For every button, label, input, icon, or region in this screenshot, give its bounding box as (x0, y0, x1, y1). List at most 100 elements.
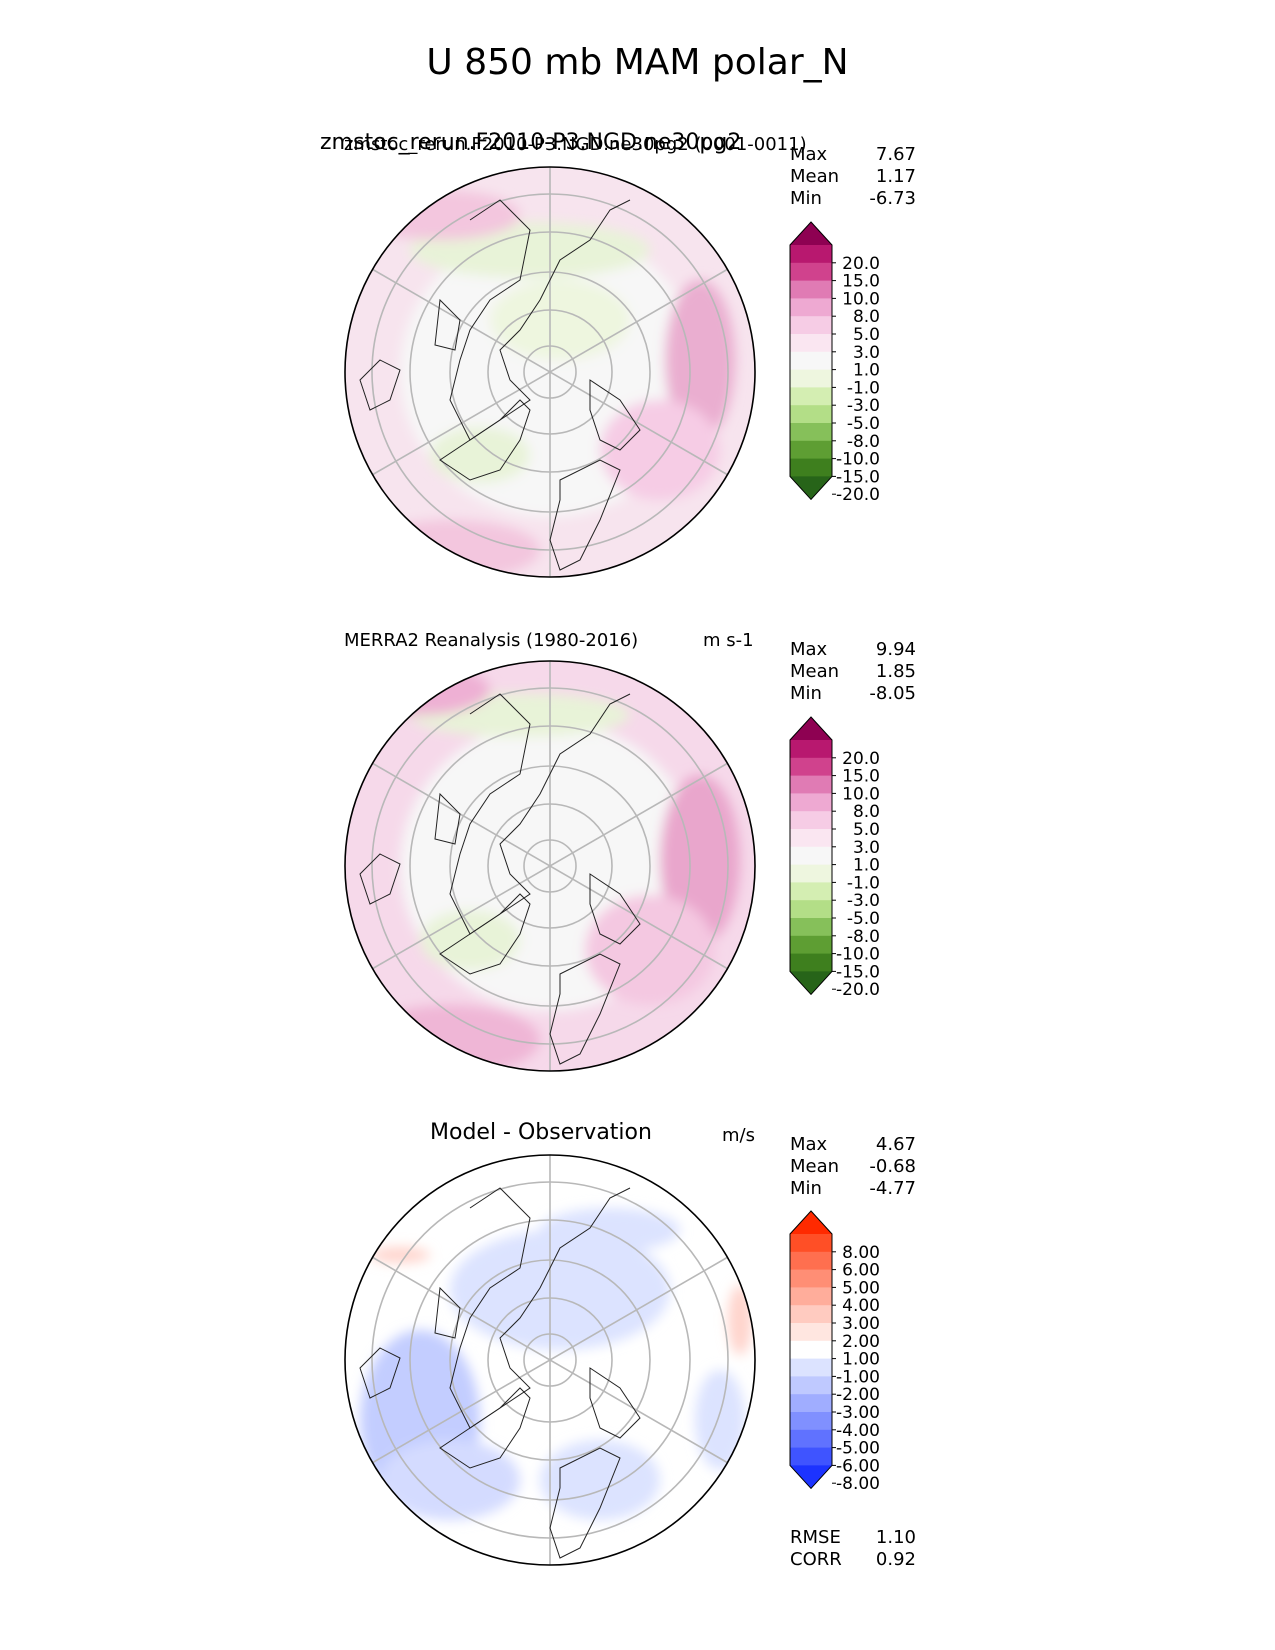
colorbar-extension-top (790, 222, 832, 245)
colorbar-band (790, 811, 832, 830)
colorbar-tick-label: -3.0 (847, 396, 880, 416)
colorbar-band (790, 280, 832, 299)
colorbar-band (790, 900, 832, 919)
colorbar-band (790, 245, 832, 264)
colorbar-tick-label: 8.0 (853, 307, 880, 327)
colorbar-tick-label: 5.00 (842, 1278, 880, 1298)
colorbar-band (790, 1447, 832, 1466)
panel2-colorbar: 20.015.010.08.05.03.01.0-1.0-3.0-5.0-8.0… (789, 716, 880, 1000)
panel2-unit: m s-1 (703, 630, 754, 651)
colorbar-extension-top (790, 1211, 832, 1234)
colorbar-tick-label: 20.0 (842, 254, 880, 274)
figure-title: U 850 mb MAM polar_N (426, 42, 849, 83)
colorbar-extension-top (790, 717, 832, 740)
panel2-map (344, 660, 756, 1072)
colorbar-band (790, 793, 832, 812)
colorbar-tick-label: 3.0 (853, 838, 880, 858)
colorbar-tick-label: 1.00 (842, 1350, 880, 1370)
colorbar-tick-label: -3.0 (847, 891, 880, 911)
colorbar-tick-label: -3.00 (836, 1403, 880, 1423)
colorbar-band (790, 1376, 832, 1395)
colorbar-band (790, 458, 832, 477)
colorbar-band (790, 1269, 832, 1288)
colorbar-band (790, 262, 832, 282)
colorbar-tick-label: -20.0 (836, 980, 880, 1000)
panel1-max-label: Max (790, 144, 828, 165)
panel3-min-label: Min (790, 1178, 822, 1199)
colorbar-band (790, 740, 832, 759)
colorbar-band (790, 935, 832, 955)
panel1-title-overlap: zmstoc_rerun.F2010-P3.NGD.ne30pg2 (0001-… (344, 134, 807, 155)
panel3-map (344, 1154, 756, 1566)
rmse-value: 1.10 (875, 1527, 916, 1548)
colorbar-band (790, 405, 832, 424)
panel2-max-value: 9.94 (875, 639, 916, 660)
colorbar-tick-label: 10.0 (842, 289, 880, 309)
colorbar-tick-label: -15.0 (836, 962, 880, 982)
colorbar-tick-label: -8.0 (847, 927, 880, 947)
panel1-max-value: 7.67 (875, 144, 916, 165)
colorbar-tick-label: 15.0 (842, 767, 880, 787)
colorbar-band (790, 829, 832, 848)
colorbar-band (790, 846, 832, 866)
colorbar-tick-label: -10.0 (836, 450, 880, 470)
colorbar-tick-label: 6.00 (842, 1261, 880, 1281)
colorbar-band (790, 1429, 832, 1449)
panel2-min-label: Min (790, 683, 822, 704)
colorbar-band (790, 864, 832, 883)
colorbar-outline (789, 221, 833, 501)
panel3-mean-label: Mean (790, 1156, 840, 1177)
colorbar-tick-label: -15.0 (836, 467, 880, 487)
colorbar-band (790, 351, 832, 371)
panel2-min-value: -8.05 (869, 683, 916, 704)
colorbar-extension-bottom (790, 476, 832, 500)
panel1-title: zmstoc_rerun.F2010-P3.NGD.ne30pg2 (320, 130, 742, 155)
panel2-title: MERRA2 Reanalysis (1980-2016) (344, 630, 639, 651)
colorbar-tick-label: -4.00 (836, 1421, 880, 1441)
colorbar-band (790, 387, 832, 406)
colorbar-band (790, 1394, 832, 1413)
colorbar-tick-label: 20.0 (842, 749, 880, 769)
colorbar-tick-label: 5.0 (853, 820, 880, 840)
colorbar-tick-label: -20.0 (836, 485, 880, 505)
colorbar-band (790, 1358, 832, 1377)
colorbar-outline (789, 716, 833, 996)
colorbar-tick-label: 1.0 (853, 361, 880, 381)
colorbar-tick-label: 8.00 (842, 1243, 880, 1263)
colorbar-tick-label: -10.0 (836, 945, 880, 965)
panel1-map (344, 166, 756, 578)
colorbar-tick-label: 5.0 (853, 325, 880, 345)
panel1-colorbar: 20.015.010.08.05.03.01.0-1.0-3.0-5.0-8.0… (789, 221, 880, 505)
colorbar-tick-label: -5.0 (847, 414, 880, 434)
colorbar-band (790, 1234, 832, 1253)
colorbar-band (790, 1340, 832, 1360)
colorbar-tick-label: -8.0 (847, 432, 880, 452)
colorbar-tick-label: 1.0 (853, 856, 880, 876)
panel2-max-label: Max (790, 639, 828, 660)
colorbar-band (790, 757, 832, 777)
colorbar-band (790, 369, 832, 388)
colorbar-extension-bottom (790, 1465, 832, 1489)
colorbar-band (790, 316, 832, 335)
colorbar-tick-label: -1.0 (847, 378, 880, 398)
colorbar-tick-label: -2.00 (836, 1385, 880, 1405)
colorbar-band (790, 1323, 832, 1342)
colorbar-tick-label: 8.0 (853, 802, 880, 822)
corr-label: CORR (790, 1549, 842, 1570)
colorbar-band (790, 440, 832, 460)
colorbar-tick-label: -1.0 (847, 873, 880, 893)
colorbar-tick-label: -5.00 (836, 1439, 880, 1459)
panel2-mean-value: 1.85 (875, 661, 916, 682)
panel1-mean-value: 1.17 (875, 166, 916, 187)
corr-value: 0.92 (875, 1549, 916, 1570)
colorbar-tick-label: -1.00 (836, 1367, 880, 1387)
panel1-min-label: Min (790, 188, 822, 209)
colorbar-band (790, 882, 832, 901)
panel3-colorbar: 8.006.005.004.003.002.001.00-1.00-2.00-3… (789, 1210, 880, 1494)
colorbar-outline (789, 1210, 833, 1490)
panel2-mean-label: Mean (790, 661, 840, 682)
colorbar-band (790, 1287, 832, 1306)
panel3-max-label: Max (790, 1134, 828, 1155)
rmse-label: RMSE (790, 1527, 841, 1548)
